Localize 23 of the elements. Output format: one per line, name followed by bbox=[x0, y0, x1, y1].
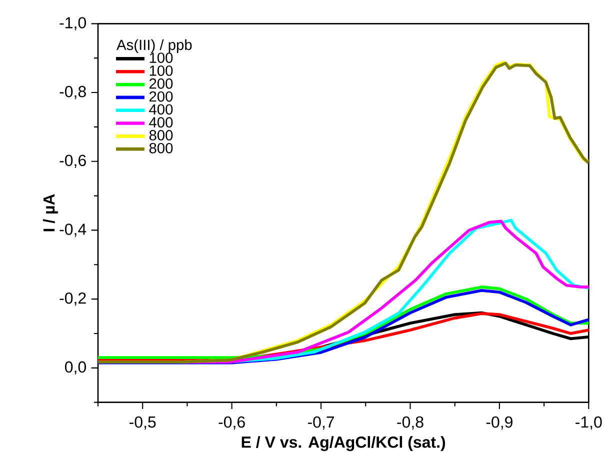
y-tick-label: -0,4 bbox=[60, 224, 86, 237]
y-tick-label: -0,2 bbox=[60, 292, 86, 306]
x-tick-label: -1,0 bbox=[576, 416, 602, 430]
legend-label: 400 bbox=[149, 104, 173, 115]
y-tick-label: -0,8 bbox=[60, 86, 86, 100]
x-axis-title: E / V vs. Ag/AgCl/KCl (sat.) bbox=[242, 436, 446, 452]
x-tick-label: -0,9 bbox=[486, 416, 512, 430]
y-axis-title: I / µA bbox=[42, 194, 58, 232]
x-tick-label: -0,7 bbox=[308, 416, 334, 430]
legend-label: 200 bbox=[149, 78, 173, 89]
y-tick-label: -1,0 bbox=[60, 17, 86, 30]
y-tick-label: -0,6 bbox=[60, 154, 86, 168]
legend-label: 800 bbox=[149, 142, 173, 154]
x-tick-label: -0,6 bbox=[218, 416, 245, 430]
legend-label: 100 bbox=[150, 66, 173, 76]
legend-label: 800 bbox=[149, 130, 173, 140]
legend-label: 200 bbox=[149, 91, 173, 102]
x-tick-label: -0,5 bbox=[130, 416, 156, 430]
legend-title: As(III) / ppb bbox=[116, 39, 192, 53]
y-tick-label: 0,0 bbox=[65, 361, 86, 375]
legend-label: 400 bbox=[149, 117, 173, 128]
x-tick-label: -0,8 bbox=[397, 416, 424, 430]
legend-label: 100 bbox=[150, 52, 173, 63]
